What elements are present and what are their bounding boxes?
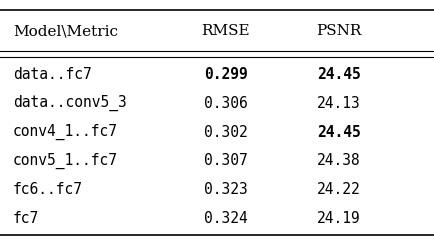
Text: data..fc7: data..fc7: [13, 67, 92, 82]
Text: conv4_1..fc7: conv4_1..fc7: [13, 124, 118, 140]
Text: 24.19: 24.19: [317, 211, 360, 226]
Text: 0.324: 0.324: [204, 211, 247, 226]
Text: 0.306: 0.306: [204, 96, 247, 111]
Text: 24.45: 24.45: [317, 124, 360, 140]
Text: 24.38: 24.38: [317, 153, 360, 168]
Text: 24.13: 24.13: [317, 96, 360, 111]
Text: fc7: fc7: [13, 211, 39, 226]
Text: data..conv5_3: data..conv5_3: [13, 95, 127, 111]
Text: 0.307: 0.307: [204, 153, 247, 168]
Text: Model\Metric: Model\Metric: [13, 24, 118, 38]
Text: 0.299: 0.299: [204, 67, 247, 82]
Text: conv5_1..fc7: conv5_1..fc7: [13, 153, 118, 169]
Text: 0.323: 0.323: [204, 182, 247, 197]
Text: 0.302: 0.302: [204, 124, 247, 140]
Text: fc6..fc7: fc6..fc7: [13, 182, 83, 197]
Text: RMSE: RMSE: [201, 24, 250, 38]
Text: 24.22: 24.22: [317, 182, 360, 197]
Text: 24.45: 24.45: [317, 67, 360, 82]
Text: PSNR: PSNR: [316, 24, 361, 38]
